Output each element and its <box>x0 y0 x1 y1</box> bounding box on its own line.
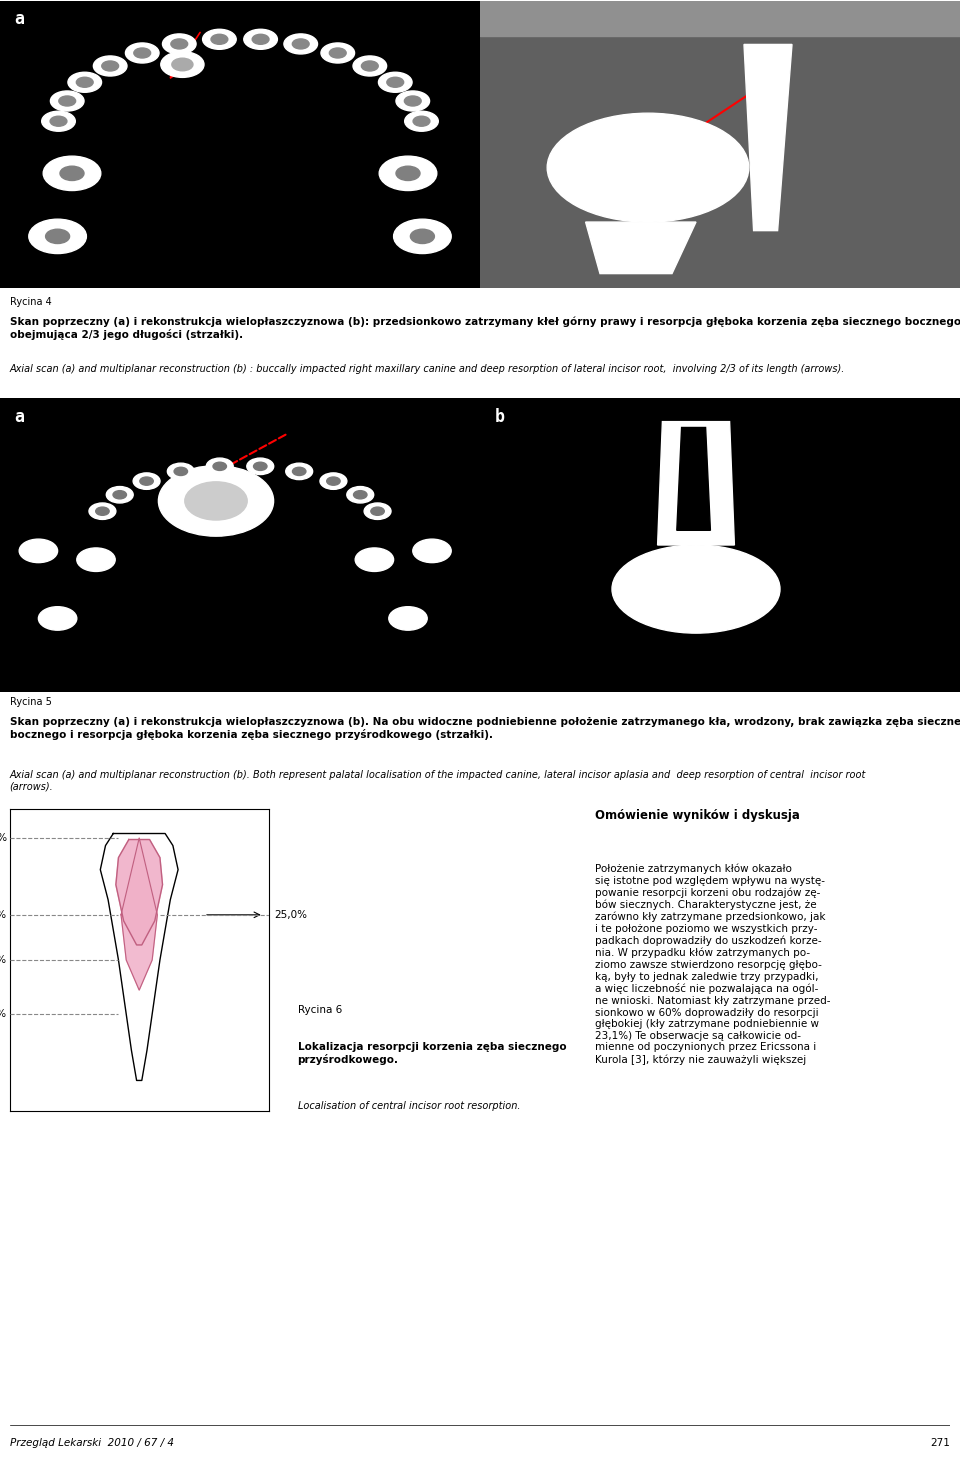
Text: Przegląd Lekarski  2010 / 67 / 4: Przegląd Lekarski 2010 / 67 / 4 <box>10 1438 174 1448</box>
Circle shape <box>102 62 119 71</box>
Circle shape <box>77 78 93 87</box>
Circle shape <box>286 463 313 479</box>
Circle shape <box>353 56 387 76</box>
Polygon shape <box>116 840 162 945</box>
Text: Omówienie wyników i dyskusja: Omówienie wyników i dyskusja <box>595 809 800 823</box>
Circle shape <box>371 507 384 516</box>
Circle shape <box>133 473 160 489</box>
Polygon shape <box>121 837 157 990</box>
Circle shape <box>162 34 196 54</box>
Circle shape <box>320 473 347 489</box>
Circle shape <box>96 507 109 516</box>
Text: Skan poprzeczny (a) i rekonstrukcja wielopłaszczyznowa (b): przedsionkowo zatrzy: Skan poprzeczny (a) i rekonstrukcja wiel… <box>10 316 960 339</box>
Ellipse shape <box>547 113 749 222</box>
Circle shape <box>355 548 394 571</box>
Text: Lokalizacja resorpcji korzenia zęba siecznego
przyśrodkowego.: Lokalizacja resorpcji korzenia zęba siec… <box>298 1042 566 1065</box>
Circle shape <box>133 48 151 57</box>
Circle shape <box>396 91 429 112</box>
Circle shape <box>364 502 391 520</box>
Circle shape <box>252 34 269 44</box>
Circle shape <box>140 477 154 485</box>
Text: b: b <box>494 10 504 28</box>
Circle shape <box>293 467 306 476</box>
Text: 12,5%: 12,5% <box>0 955 7 965</box>
Circle shape <box>411 229 434 244</box>
Text: 271: 271 <box>930 1438 950 1448</box>
Circle shape <box>174 467 187 476</box>
Circle shape <box>326 477 340 485</box>
Circle shape <box>321 43 354 63</box>
Circle shape <box>161 51 204 78</box>
Text: a: a <box>14 10 24 28</box>
Circle shape <box>50 116 67 126</box>
Circle shape <box>167 463 194 479</box>
Circle shape <box>293 38 309 48</box>
Circle shape <box>387 78 403 87</box>
Text: a: a <box>14 407 24 426</box>
Circle shape <box>126 43 159 63</box>
Circle shape <box>206 458 233 474</box>
Circle shape <box>203 29 236 50</box>
Circle shape <box>60 166 84 181</box>
Ellipse shape <box>612 545 780 633</box>
Circle shape <box>211 34 228 44</box>
Polygon shape <box>677 427 710 530</box>
Polygon shape <box>658 422 734 545</box>
Text: Axial scan (a) and multiplanar reconstruction (b). Both represent palatal locali: Axial scan (a) and multiplanar reconstru… <box>10 770 866 792</box>
Circle shape <box>45 229 69 244</box>
Circle shape <box>89 502 116 520</box>
Circle shape <box>329 48 347 57</box>
Circle shape <box>184 482 248 520</box>
Text: Rycina 6: Rycina 6 <box>298 1005 342 1015</box>
Circle shape <box>405 112 439 131</box>
Polygon shape <box>586 222 696 273</box>
Text: Axial scan (a) and multiplanar reconstruction (b) : buccally impacted right maxi: Axial scan (a) and multiplanar reconstru… <box>10 364 845 375</box>
Circle shape <box>361 62 378 71</box>
Circle shape <box>107 486 133 502</box>
Circle shape <box>253 463 267 470</box>
Circle shape <box>404 95 421 106</box>
Text: 25,0%: 25,0% <box>274 909 307 920</box>
Circle shape <box>353 491 367 499</box>
Text: Skan poprzeczny (a) i rekonstrukcja wielopłaszczyznowa (b). Na obu widoczne podn: Skan poprzeczny (a) i rekonstrukcja wiel… <box>10 717 960 740</box>
Circle shape <box>41 112 75 131</box>
Circle shape <box>68 72 102 93</box>
Circle shape <box>394 219 451 254</box>
Polygon shape <box>744 44 792 231</box>
Circle shape <box>113 491 127 499</box>
Text: Położenie zatrzymanych kłów okazało
się istotne pod względem wpływu na wystę-
po: Położenie zatrzymanych kłów okazało się … <box>595 864 830 1065</box>
Circle shape <box>413 539 451 563</box>
Circle shape <box>247 458 274 474</box>
Circle shape <box>389 607 427 630</box>
Circle shape <box>93 56 127 76</box>
Text: 37,5%: 37,5% <box>0 833 7 843</box>
Circle shape <box>59 95 76 106</box>
Circle shape <box>347 486 373 502</box>
Circle shape <box>244 29 277 50</box>
Circle shape <box>51 91 84 112</box>
Circle shape <box>77 548 115 571</box>
Circle shape <box>29 219 86 254</box>
Circle shape <box>379 156 437 191</box>
Circle shape <box>158 466 274 536</box>
Polygon shape <box>100 833 179 1081</box>
Circle shape <box>396 166 420 181</box>
Text: Localisation of central incisor root resorption.: Localisation of central incisor root res… <box>298 1100 520 1111</box>
Circle shape <box>19 539 58 563</box>
Circle shape <box>171 38 187 48</box>
Circle shape <box>284 34 318 54</box>
Text: 12,5%: 12,5% <box>0 909 7 920</box>
Text: 12,5%: 12,5% <box>0 1009 7 1019</box>
Circle shape <box>38 607 77 630</box>
Circle shape <box>43 156 101 191</box>
Text: Rycina 5: Rycina 5 <box>10 698 52 708</box>
Text: Rycina 4: Rycina 4 <box>10 297 51 307</box>
Circle shape <box>213 463 227 470</box>
Circle shape <box>172 59 193 71</box>
Circle shape <box>378 72 412 93</box>
Text: b: b <box>494 407 504 426</box>
Circle shape <box>413 116 430 126</box>
